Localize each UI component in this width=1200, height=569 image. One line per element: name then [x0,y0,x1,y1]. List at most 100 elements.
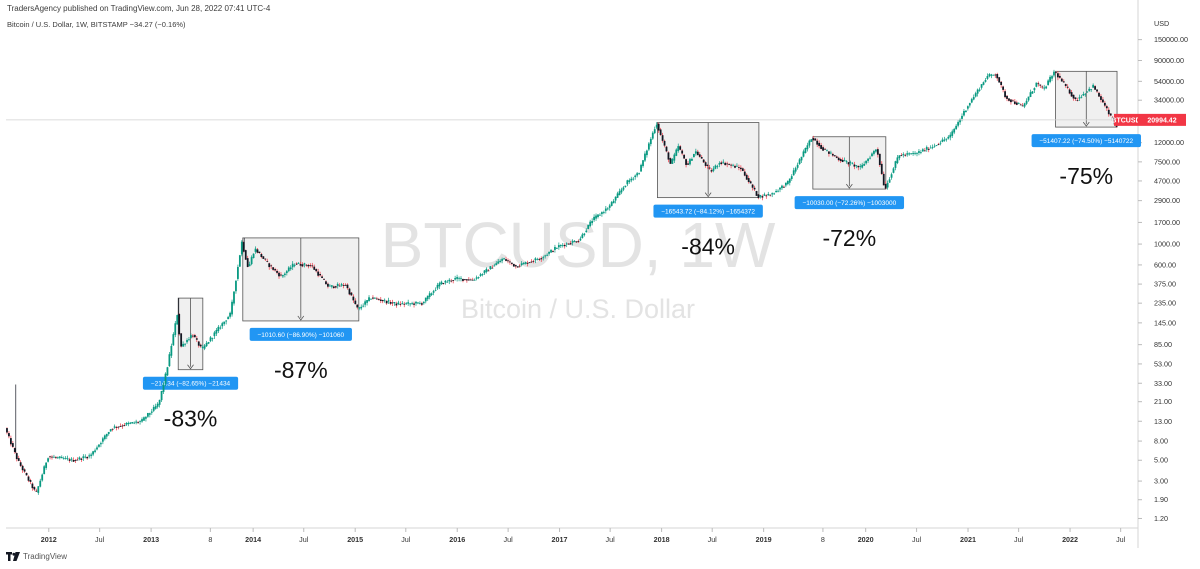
candle-body [1088,88,1091,91]
candle-body [250,257,253,265]
candle-body [824,148,826,150]
candle-body [667,152,670,160]
x-tick-label: Jul [401,535,411,544]
candle-body [317,271,320,276]
candle-body [706,164,709,166]
candle-body [943,139,946,141]
candle-body [542,257,545,259]
candle-body [217,326,220,332]
candle-body [1062,81,1065,83]
candle-body [849,162,852,164]
candle-body [638,173,640,175]
candle-body [851,163,854,165]
candle-body [1049,76,1051,82]
candle-body [503,258,505,260]
candle-body [407,302,410,304]
candle-body [460,278,462,280]
candle-body [992,74,995,76]
candle-body [532,260,535,262]
candle-body [612,200,615,204]
candle-body [941,139,944,142]
candle-body [1013,101,1016,104]
y-tick-label: 21.00 [1154,397,1172,406]
candle-body [1082,94,1085,96]
candle-body [465,279,468,281]
candle-body [636,173,639,176]
candle-body [681,150,684,154]
candle-body [268,263,271,268]
candle-body [685,159,687,165]
candle-body [86,456,89,459]
candle-body [389,302,392,304]
candle-body [348,288,351,295]
candle-body [597,214,599,218]
candle-body [141,419,143,422]
candle-body [47,458,49,462]
candle-body [781,185,783,189]
candle-body [327,283,329,287]
candle-body [669,158,672,164]
candle-body [262,256,265,259]
candle-body [966,106,969,109]
candle-body [207,342,210,344]
candle-body [244,250,247,260]
candle-body [154,406,157,409]
candle-body [413,303,415,305]
candle-body [507,260,509,262]
candle-body [493,265,496,267]
candle-body [62,458,65,460]
last-price-tag: 20994.42 [1147,117,1176,124]
candle-body [714,165,717,169]
x-tick-label: Jul [606,535,616,544]
candle-body [986,76,989,79]
candle-body [970,99,973,103]
candle-body [233,291,235,304]
x-tick-label: 2020 [858,535,874,544]
candle-body [1019,104,1022,106]
candle-body [387,300,390,302]
candle-body [784,182,787,186]
candle-body [792,170,795,176]
candle-body [13,448,16,453]
candle-body [829,152,832,154]
candle-body [105,434,108,437]
candle-body [401,303,404,304]
candle-body [859,165,862,167]
candle-body [583,233,586,236]
candle-body [777,190,779,192]
candle-body [628,180,631,183]
candle-body [796,164,799,168]
price-axis[interactable]: USD150000.0090000.0054000.0034000.002000… [1138,19,1188,523]
candle-body [143,417,145,421]
candle-body [477,277,480,279]
candle-body [223,321,226,324]
candle-body [937,144,940,145]
candle-body [921,149,924,152]
candle-body [602,212,605,213]
candle-body [595,215,597,219]
x-tick-label: Jul [299,535,309,544]
y-tick-label: 12000.00 [1154,138,1184,147]
candle-body [1074,97,1077,100]
candle-body [577,240,580,242]
drawdown-arrowhead [704,192,712,198]
candle-body [675,149,678,156]
candle-body [325,281,327,285]
candle-body [1084,93,1087,95]
candle-body [929,147,932,149]
candle-body [509,261,511,263]
price-tags: BTCUSD 20994.42 [6,113,1186,126]
candle-body [1105,106,1108,109]
candle-body [606,208,609,210]
x-tick-label: 2013 [143,535,159,544]
candle-body [812,138,815,141]
candle-body [172,334,175,346]
candle-body [876,149,879,155]
candle-body [798,159,801,165]
time-axis[interactable]: 2012 Jul 2013 8 2014 Jul 2015 Jul 2016 Jul 2017 Jul… [41,528,1126,544]
candle-body [471,279,474,281]
candle-body [677,146,680,152]
candle-body [440,281,443,285]
candle-body [644,153,646,161]
